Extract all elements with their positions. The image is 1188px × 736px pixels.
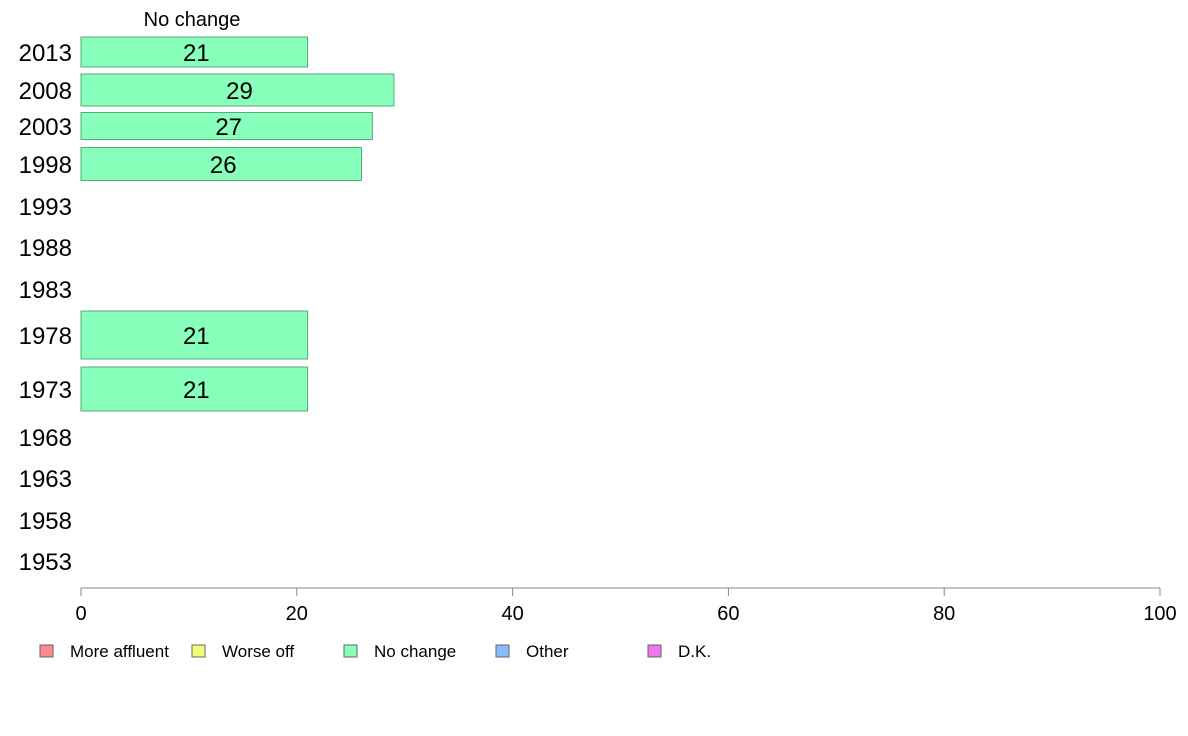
bar-value-label-2013: 21 <box>183 40 210 67</box>
legend-label-worse-off: Worse off <box>222 642 294 661</box>
bar-2003 <box>80 112 373 140</box>
year-label-1993: 1993 <box>19 194 72 221</box>
x-tick-label-80: 80 <box>933 603 955 625</box>
legend-swatch-other <box>495 644 510 658</box>
legend-label-other: Other <box>526 642 569 661</box>
bar-2008 <box>80 73 395 107</box>
x-tick-label-20: 20 <box>286 603 308 625</box>
year-label-1973: 1973 <box>19 377 72 404</box>
legend-swatch-worse-off <box>191 644 206 658</box>
bar-value-label-1973: 21 <box>183 377 210 404</box>
year-rows: 2013 21 2008 29 2003 27 1998 26 1993 1988 1983 1978… <box>19 36 395 576</box>
bar-value-label-1978: 21 <box>183 323 210 350</box>
year-label-2008: 2008 <box>19 78 72 105</box>
bar-1978 <box>80 310 309 360</box>
x-axis: 0 20 40 60 80 100 <box>75 587 1177 625</box>
x-tick-label-60: 60 <box>717 603 739 625</box>
legend-label-more-affluent: More affluent <box>70 642 169 661</box>
year-label-2003: 2003 <box>19 114 72 141</box>
series-title: No change <box>144 9 241 31</box>
year-label-1998: 1998 <box>19 152 72 179</box>
x-tick-label-100: 100 <box>1143 603 1176 625</box>
x-tick-label-0: 0 <box>75 603 86 625</box>
year-label-1988: 1988 <box>19 235 72 262</box>
year-label-1968: 1968 <box>19 425 72 452</box>
bar-value-label-2003: 27 <box>215 114 242 141</box>
bar-1998 <box>80 147 363 181</box>
bar-2013 <box>80 36 309 68</box>
bar-1973 <box>80 366 309 412</box>
legend-label-d-k: D.K. <box>678 642 711 661</box>
legend-label-no-change: No change <box>374 642 456 661</box>
bar-value-label-2008: 29 <box>226 78 253 105</box>
legend: More affluent Worse off No change Other D.K. <box>39 642 711 661</box>
year-label-1978: 1978 <box>19 323 72 350</box>
x-tick-label-40: 40 <box>501 603 523 625</box>
legend-swatch-no-change <box>343 644 358 658</box>
bar-value-label-1998: 26 <box>210 152 237 179</box>
year-label-1963: 1963 <box>19 466 72 493</box>
legend-swatch-more-affluent <box>39 644 54 658</box>
year-label-1958: 1958 <box>19 508 72 535</box>
year-label-1983: 1983 <box>19 277 72 304</box>
year-label-1953: 1953 <box>19 549 72 576</box>
legend-swatch-d-k <box>647 644 662 658</box>
year-label-2013: 2013 <box>19 40 72 67</box>
